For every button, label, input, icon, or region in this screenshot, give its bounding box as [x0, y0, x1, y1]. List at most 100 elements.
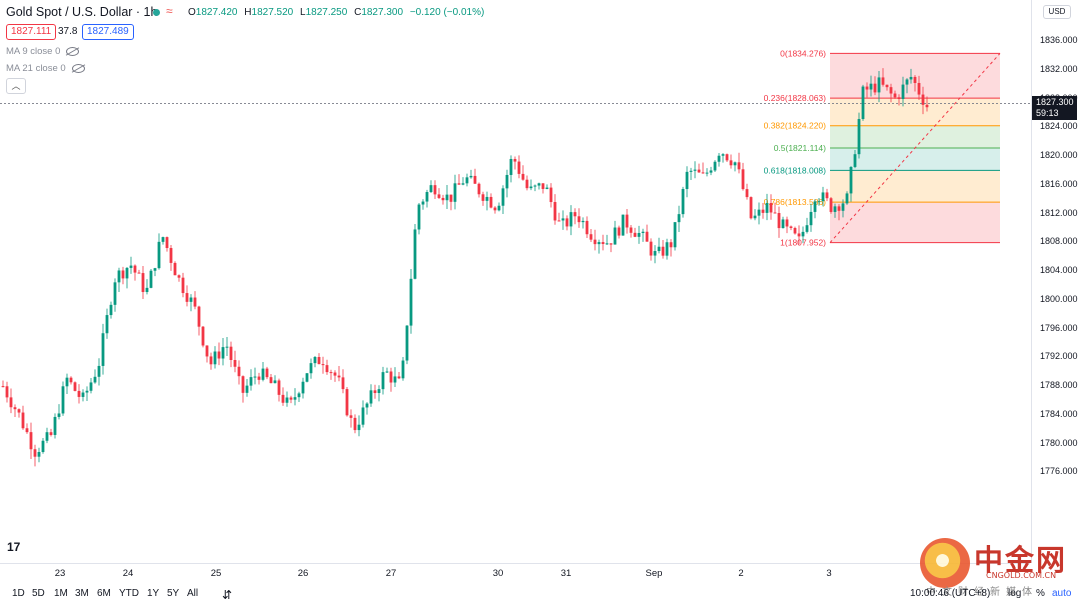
- hidden-eye-icon[interactable]: [66, 46, 80, 56]
- candle-body: [373, 390, 377, 394]
- date-range-icon[interactable]: ⇵: [222, 588, 233, 602]
- candle-body: [661, 246, 665, 256]
- candle-body: [349, 415, 353, 418]
- candle-body: [853, 154, 857, 167]
- change-value: −0.120 (−0.01%): [409, 7, 485, 18]
- candle-body: [229, 346, 233, 361]
- currency-selector[interactable]: USD: [1043, 5, 1071, 19]
- candle-body: [677, 214, 681, 223]
- timeframe-3m-button[interactable]: 3M: [75, 588, 89, 599]
- candle-body: [489, 196, 493, 208]
- candle-body: [193, 297, 197, 307]
- high-label: H: [244, 7, 252, 18]
- candle-body: [333, 372, 337, 376]
- hidden-eye-icon[interactable]: [71, 63, 85, 73]
- candle-body: [81, 392, 85, 397]
- candle-body: [437, 194, 441, 198]
- candle-body: [473, 175, 477, 184]
- candle-body: [409, 278, 413, 326]
- fib-band: [830, 125, 1000, 149]
- candle-body: [553, 202, 557, 221]
- candle-body: [401, 360, 405, 379]
- candle-body: [165, 237, 169, 249]
- candle-body: [105, 315, 109, 334]
- timeframe-all-button[interactable]: All: [187, 588, 199, 599]
- candle-body: [509, 158, 513, 175]
- timeframe-5y-button[interactable]: 5Y: [167, 588, 180, 599]
- candle-body: [665, 242, 669, 256]
- timeframe-ytd-button[interactable]: YTD: [119, 588, 139, 599]
- watermark-subtitle: 中文财经新媒体: [926, 587, 1038, 598]
- candle-body: [521, 173, 525, 180]
- candle-body: [61, 386, 65, 414]
- timeframe-6m-button[interactable]: 6M: [97, 588, 111, 599]
- candle-body: [645, 231, 649, 242]
- candle-body: [541, 183, 545, 189]
- close-label: C: [354, 7, 362, 18]
- candle-body: [633, 232, 637, 237]
- candle-body: [177, 275, 181, 278]
- timeframe-1y-button[interactable]: 1Y: [147, 588, 160, 599]
- candle-body: [269, 377, 273, 384]
- candle-body: [773, 212, 777, 214]
- timeframe-5d-button[interactable]: 5D: [32, 588, 45, 599]
- candle-body: [777, 213, 781, 229]
- time-axis[interactable]: 23 24 25 26 27 30 31 Sep 2 3: [0, 563, 1030, 582]
- tradingview-logo-icon[interactable]: 17: [7, 540, 21, 554]
- candle-body: [257, 376, 261, 380]
- candle-body: [893, 93, 897, 98]
- fib-band: [830, 148, 1000, 171]
- candle-body: [713, 161, 717, 171]
- candle-body: [337, 375, 341, 378]
- candle-body: [125, 267, 129, 279]
- candle-body: [517, 161, 521, 174]
- candle-body: [837, 206, 841, 211]
- candle-body: [301, 381, 305, 394]
- time-tick-label: 26: [297, 568, 309, 579]
- candle-body: [709, 170, 713, 173]
- candle-body: [529, 186, 533, 189]
- timeframe-1d-button[interactable]: 1D: [12, 588, 25, 599]
- candle-body: [361, 407, 365, 425]
- candle-body: [609, 243, 613, 245]
- symbol-title[interactable]: Gold Spot / U.S. Dollar · 1h: [6, 5, 158, 19]
- clock[interactable]: 10:00:46 (UTC+8): [910, 588, 991, 599]
- indicator-ma21-label: MA 21 close 0: [6, 63, 66, 74]
- candle-body: [613, 227, 617, 245]
- fib-retracement[interactable]: 0(1834.276) 0.236(1828.063) 0.382(1824.220…: [764, 48, 1001, 248]
- collapse-legend-button[interactable]: ︿: [6, 78, 26, 94]
- candle-body: [825, 192, 829, 199]
- log-toggle[interactable]: log: [1008, 588, 1022, 599]
- current-price-value: 1827.300: [1036, 96, 1074, 107]
- price-tick-label: 1836.000: [1040, 35, 1078, 45]
- indicator-ma21[interactable]: MA 21 close 0: [6, 63, 85, 74]
- candle-body: [685, 171, 689, 190]
- candle-body: [5, 386, 9, 398]
- bar-countdown: 59:13: [1036, 107, 1059, 118]
- price-tick-label: 1776.000: [1040, 466, 1078, 477]
- candle-body: [45, 432, 49, 441]
- time-tick-label: 23: [54, 568, 66, 579]
- timeframe-1m-button[interactable]: 1M: [54, 588, 68, 599]
- candle-body: [85, 390, 89, 393]
- current-price-label: 1827.300 59:13: [1032, 95, 1077, 120]
- percent-toggle[interactable]: %: [1036, 588, 1045, 599]
- price-chart[interactable]: 0(1834.276) 0.236(1828.063) 0.382(1824.220…: [0, 0, 1030, 563]
- candle-body: [293, 397, 297, 400]
- buy-button[interactable]: 1827.489: [82, 24, 134, 40]
- candle-body: [769, 203, 773, 213]
- indicator-ma9[interactable]: MA 9 close 0: [6, 46, 80, 57]
- sell-button[interactable]: 1827.111: [6, 24, 57, 40]
- fib-trend-line: [829, 53, 1001, 243]
- candle-body: [397, 376, 401, 379]
- candle-body: [253, 376, 257, 378]
- price-axis[interactable]: USD 1836.0001832.0001828.0001824.0001820…: [1031, 0, 1080, 563]
- candle-body: [901, 84, 905, 99]
- candle-body: [821, 192, 825, 202]
- candle-body: [601, 242, 605, 245]
- candle-body: [693, 169, 697, 171]
- candle-body: [689, 170, 693, 172]
- candle-body: [221, 347, 225, 359]
- candle-body: [241, 376, 245, 393]
- auto-scale-toggle[interactable]: auto: [1052, 588, 1072, 599]
